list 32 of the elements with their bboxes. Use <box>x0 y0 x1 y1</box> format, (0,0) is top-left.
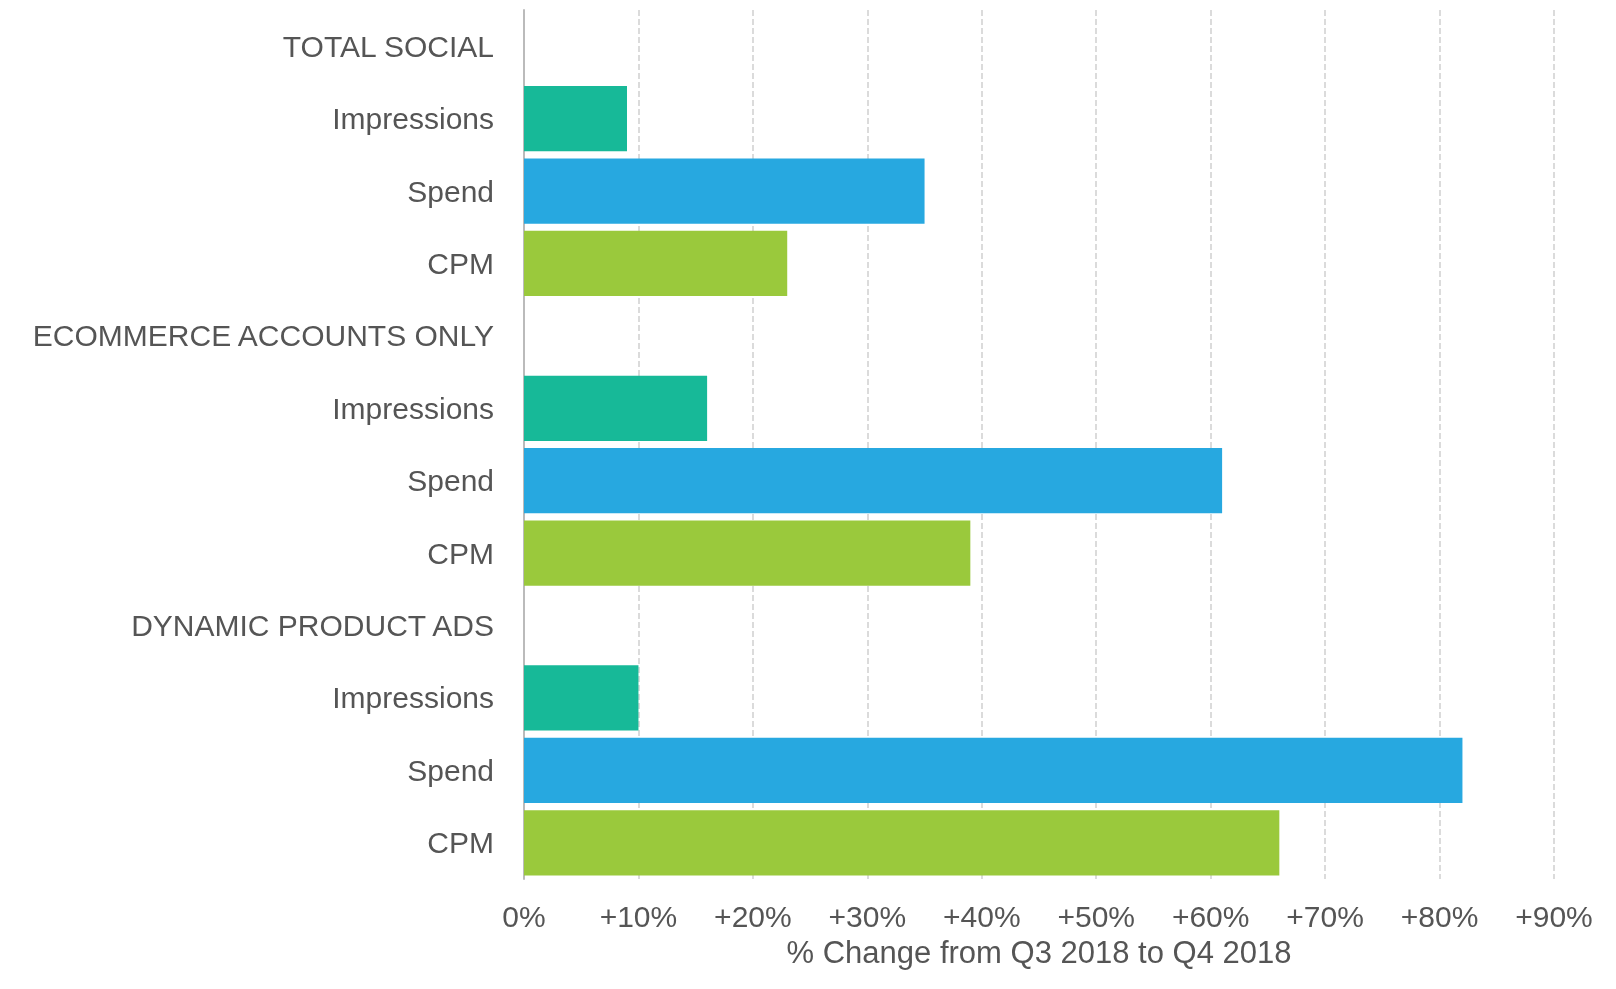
y-tick-label: Spend <box>407 464 494 498</box>
x-tick-label: +80% <box>1400 899 1479 933</box>
bar <box>524 375 708 441</box>
bar <box>524 810 1280 876</box>
bar <box>524 230 788 297</box>
x-tick-label: +10% <box>599 899 678 933</box>
y-tick-label: CPM <box>427 246 494 280</box>
x-tick-label: +90% <box>1515 899 1593 933</box>
x-tick-label: +50% <box>1057 899 1136 933</box>
bar <box>524 86 627 152</box>
y-tick-label: TOTAL SOCIAL <box>282 29 494 63</box>
y-tick-label: ECOMMERCE ACCOUNTS ONLY <box>32 319 494 353</box>
bar <box>524 520 971 586</box>
y-tick-label: Spend <box>407 174 494 208</box>
x-tick-label: +20% <box>714 899 792 933</box>
bar <box>524 448 1223 514</box>
y-tick-label: Impressions <box>332 681 494 715</box>
y-tick-label: DYNAMIC PRODUCT ADS <box>131 609 494 643</box>
x-tick-label: 0% <box>502 899 546 933</box>
bar <box>524 665 639 731</box>
x-tick-label: +70% <box>1286 899 1364 933</box>
y-tick-label: Impressions <box>332 391 494 425</box>
x-axis-title: % Change from Q3 2018 to Q4 2018 <box>786 935 1292 970</box>
x-tick-label: +40% <box>942 899 1021 933</box>
x-tick-label: +30% <box>828 899 907 933</box>
y-tick-label: Impressions <box>332 102 494 136</box>
bar <box>524 737 1463 803</box>
y-tick-label: CPM <box>427 536 494 570</box>
y-tick-label: Spend <box>407 753 494 787</box>
y-tick-label: CPM <box>427 826 494 860</box>
x-tick-label: +60% <box>1171 899 1250 933</box>
bar <box>524 158 925 224</box>
